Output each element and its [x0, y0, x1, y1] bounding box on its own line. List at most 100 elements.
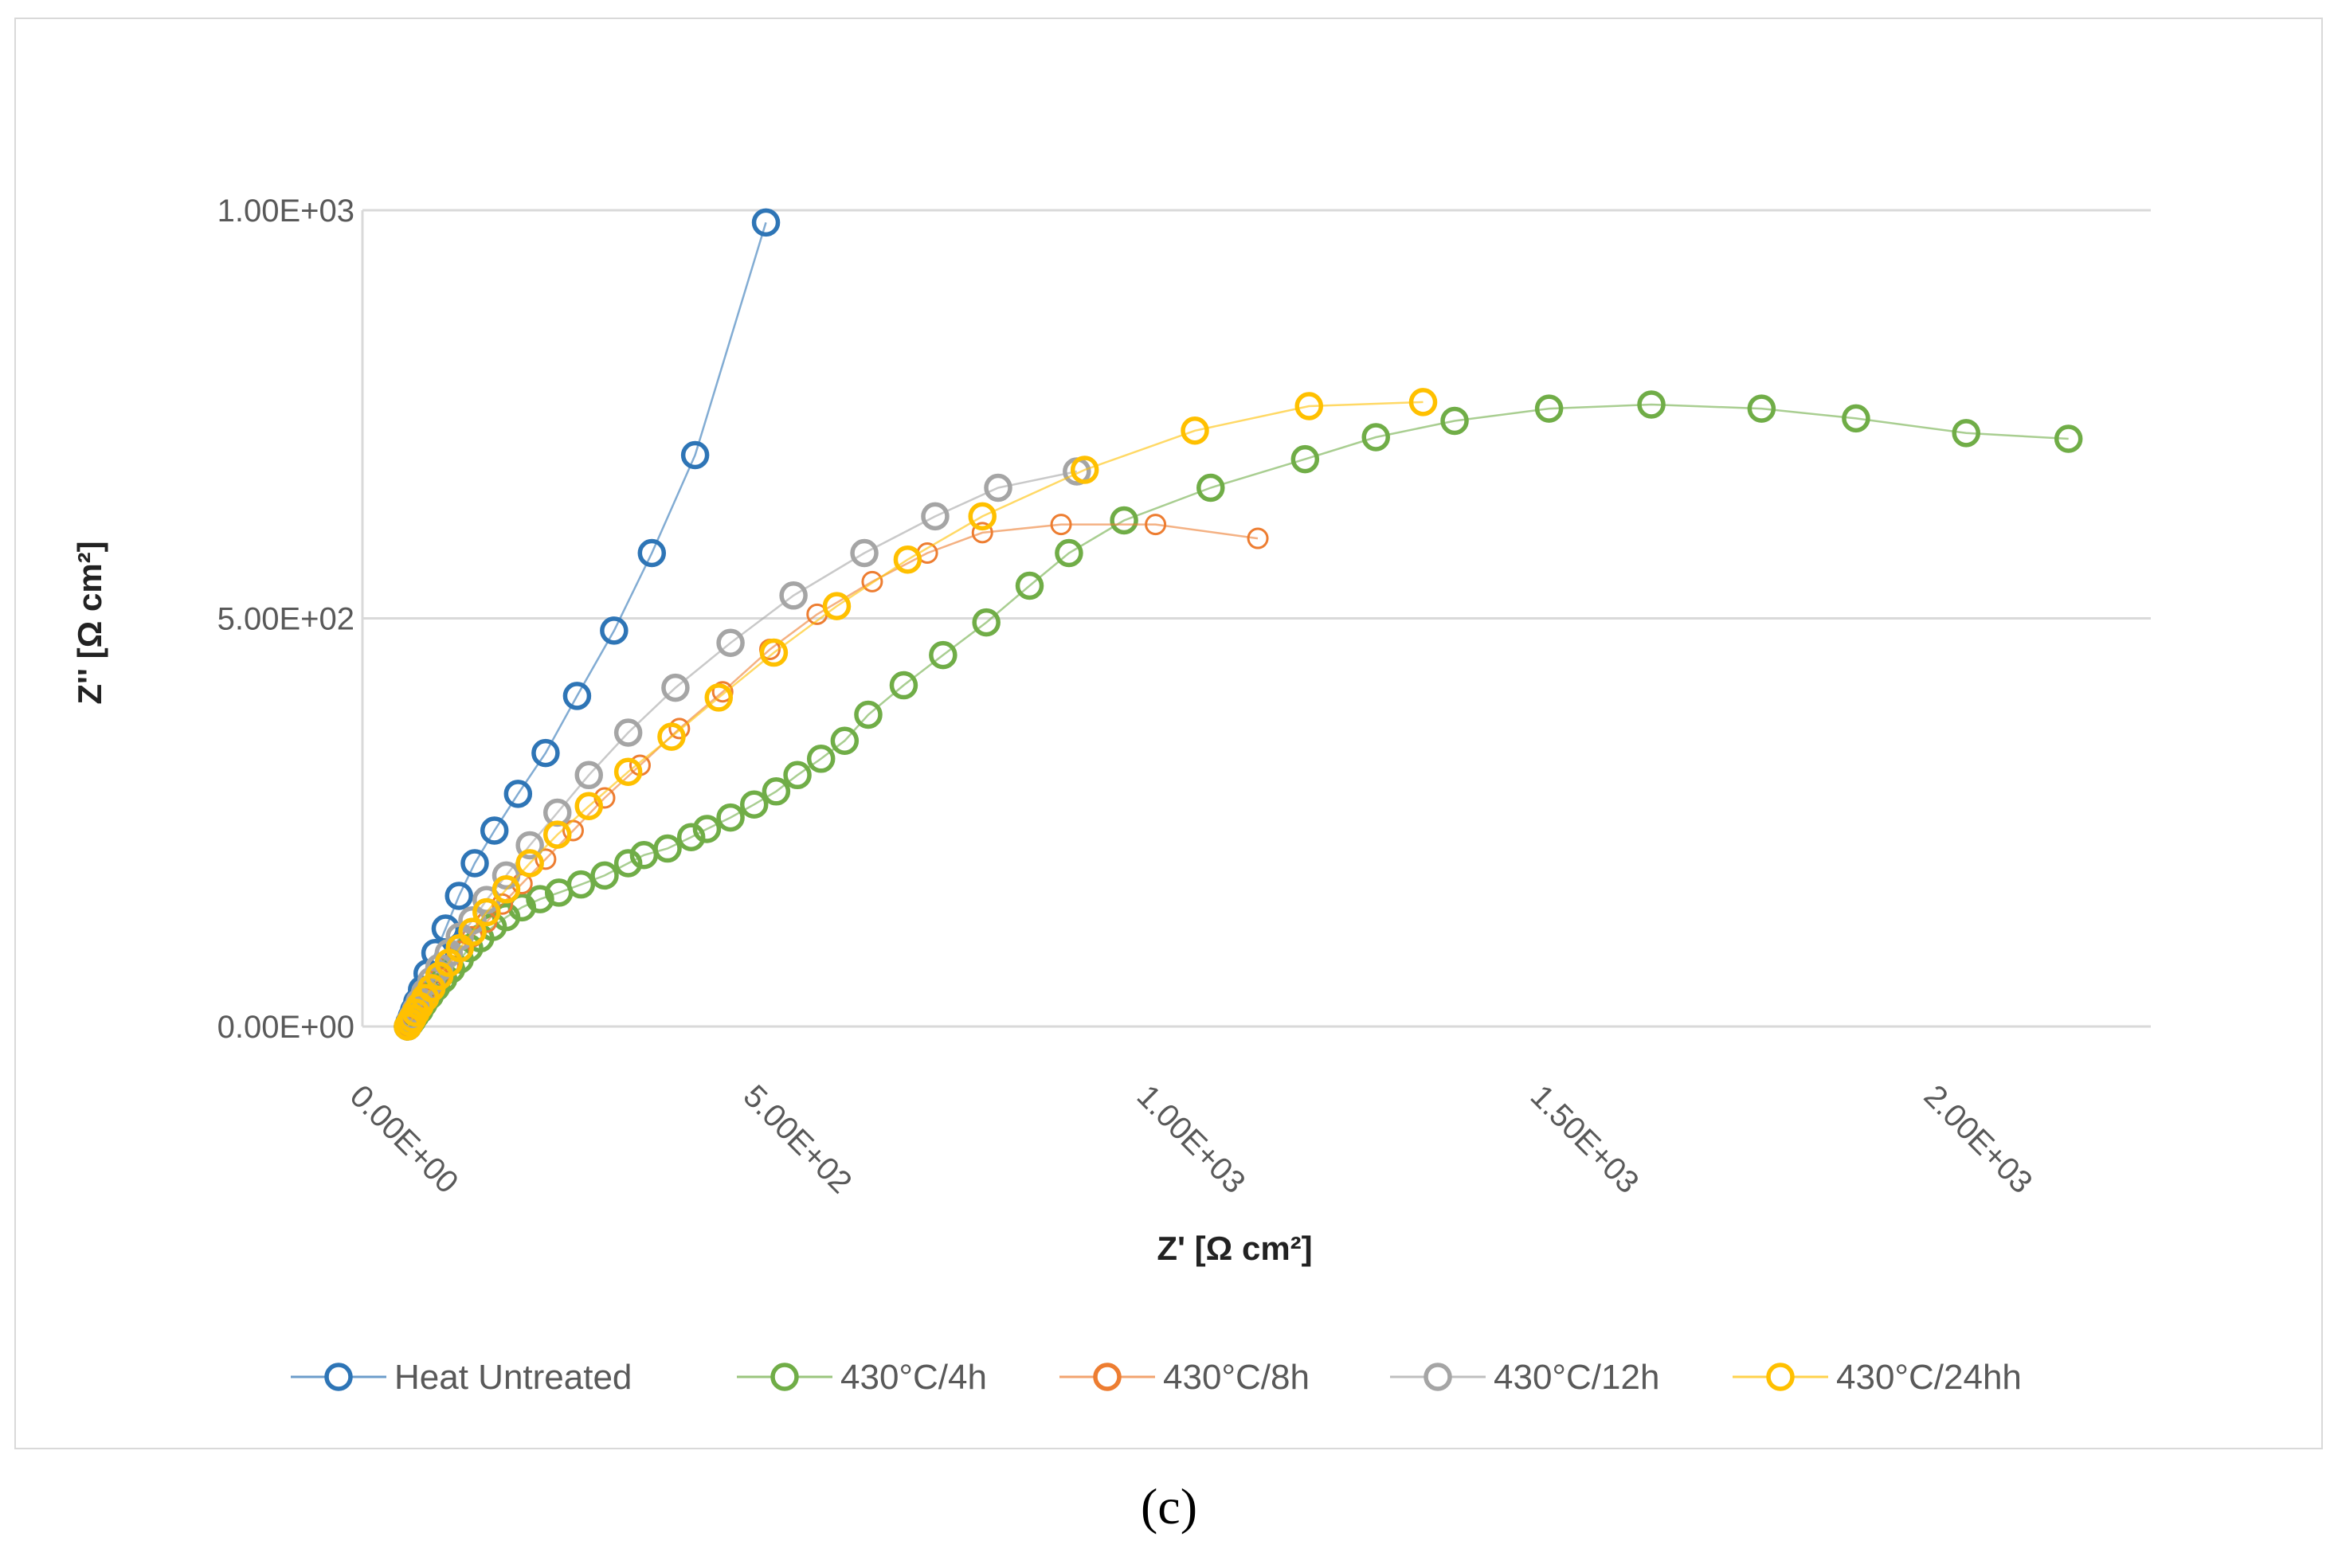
figure-caption: (c): [1140, 1478, 1198, 1535]
grid-lines: [361, 209, 2151, 1028]
legend-marker: [1766, 1363, 1795, 1391]
data-point: [806, 745, 836, 773]
data-point: [711, 681, 734, 703]
series-line: [406, 523, 1259, 1027]
data-point: [637, 538, 667, 568]
data-point: [574, 761, 603, 790]
data-point: [929, 640, 958, 670]
data-point: [783, 761, 812, 790]
data-point: [460, 849, 489, 878]
legend-marker: [324, 1363, 353, 1391]
data-point: [854, 700, 883, 729]
data-point: [1440, 406, 1469, 436]
legend-item-2: 430°C/4h: [737, 1358, 987, 1397]
data-point: [1408, 388, 1438, 416]
data-point: [515, 831, 544, 860]
data-point: [1070, 456, 1099, 484]
data-point: [830, 726, 860, 755]
data-point: [893, 545, 922, 574]
data-point: [762, 777, 791, 806]
data-point: [444, 882, 473, 910]
data-point: [1361, 423, 1390, 452]
data-point: [613, 757, 643, 786]
data-point: [657, 722, 686, 751]
y-tick-label: 5.00E+02: [217, 602, 354, 637]
data-point: [1842, 404, 1870, 433]
data-point: [822, 592, 852, 620]
data-point: [1952, 419, 1980, 448]
legend-marker: [770, 1363, 799, 1391]
data-point: [472, 897, 501, 927]
data-point: [759, 638, 789, 667]
data-point: [1055, 538, 1083, 568]
data-point: [676, 823, 706, 851]
data-point: [739, 790, 769, 819]
data-point: [1181, 416, 1209, 445]
data-point: [716, 803, 745, 832]
data-point: [850, 538, 879, 568]
data-point: [458, 917, 487, 946]
legend-item-3: 430°C/8h: [1059, 1358, 1310, 1397]
legend-marker: [1424, 1363, 1452, 1391]
data-point: [653, 834, 682, 863]
legend-item-1: Heat Untreated: [291, 1358, 632, 1397]
y-tick-label: 0.00E+00: [217, 1010, 354, 1045]
x-tick-label: 1.50E+03: [1524, 1078, 1646, 1200]
data-point: [566, 870, 596, 899]
data-point: [1637, 390, 1666, 419]
data-point: [1294, 392, 1324, 420]
data-point: [692, 815, 722, 843]
data-point: [1534, 394, 1564, 423]
data-point: [526, 885, 554, 913]
data-point: [2054, 424, 2083, 453]
series-5: [394, 388, 1438, 1041]
x-tick-label: 1.00E+03: [1130, 1078, 1252, 1200]
legend-label: 430°C/4h: [840, 1358, 987, 1397]
data-point: [716, 628, 745, 657]
chart-frame: 0.00E+00 5.00E+02 1.00E+03 0.00E+00 5.00E+02…: [14, 18, 2323, 1449]
data-point: [680, 440, 710, 470]
data-point: [590, 861, 619, 890]
legend-label: 430°C/24hh: [1836, 1358, 2022, 1397]
data-point: [531, 738, 560, 768]
data-point: [600, 616, 629, 645]
data-point: [779, 581, 808, 610]
legend-item-5: 430°C/24hh: [1733, 1358, 2022, 1397]
data-point: [1247, 527, 1269, 549]
series-line: [406, 470, 1078, 1027]
legend-item-4: 430°C/12h: [1390, 1358, 1659, 1397]
series-2: [394, 390, 2083, 1041]
nyquist-chart: 0.00E+00 5.00E+02 1.00E+03 0.00E+00 5.00E+02…: [71, 194, 2151, 1397]
data-point: [704, 683, 734, 712]
x-tick-label: 0.00E+00: [343, 1078, 465, 1200]
data-point: [1196, 473, 1225, 502]
data-point: [921, 502, 950, 531]
data-point: [613, 849, 643, 878]
tick-labels: 0.00E+00 5.00E+02 1.00E+03 0.00E+00 5.00E+02…: [217, 194, 2039, 1200]
data-point: [984, 473, 1012, 502]
data-point: [889, 671, 918, 700]
data-point: [515, 849, 544, 878]
data-point: [968, 502, 997, 531]
data-point: [668, 718, 691, 740]
data-point: [503, 780, 533, 808]
legend-label: Heat Untreated: [394, 1358, 632, 1397]
x-tick-label: 5.00E+02: [737, 1078, 859, 1200]
y-tick-label: 1.00E+03: [217, 194, 354, 229]
legend: Heat Untreated 430°C/4h 430°C/8h 430°C/12h 4…: [291, 1358, 2022, 1397]
legend-label: 430°C/12h: [1494, 1358, 1659, 1397]
data-point: [861, 570, 883, 592]
x-tick-label: 2.00E+03: [1917, 1078, 2039, 1200]
legend-label: 430°C/8h: [1163, 1358, 1310, 1397]
data-point: [1747, 394, 1776, 423]
data-point: [613, 718, 643, 747]
data-point: [1050, 514, 1072, 536]
data-point: [542, 820, 572, 849]
x-axis-title: Z' [Ω cm²]: [1157, 1230, 1312, 1267]
data-point: [1145, 514, 1167, 536]
series-layer: [394, 208, 2083, 1041]
series-line: [406, 401, 1424, 1027]
data-point: [562, 682, 592, 710]
data-point: [1290, 444, 1320, 474]
data-point: [1110, 506, 1138, 535]
